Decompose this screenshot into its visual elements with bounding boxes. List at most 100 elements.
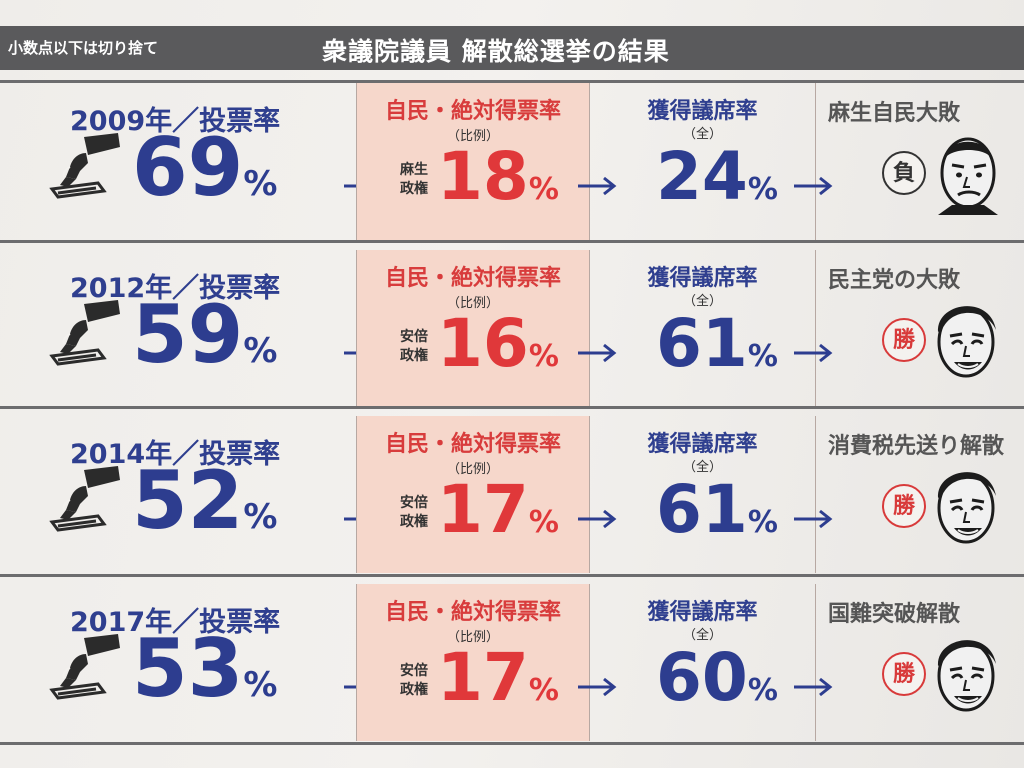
all-seats-note: （全） [682,294,722,309]
ballot-hand-icon [49,634,120,700]
row-divider [0,80,1024,83]
ldp-rate-value: 17% [437,472,559,561]
win-stamp-icon: 勝 [882,318,926,362]
election-row-2012: 2012年／投票率 59% 自民・絶対得票率 （比例） 安倍 政権 16% 獲得議… [0,250,1024,407]
ldp-rate-number: 16 [437,305,529,382]
seat-rate-label: 獲得議席率 [647,600,758,625]
result-cell: 消費税先送り解散 勝 [816,416,1024,573]
aso-face-icon [938,137,998,215]
administration-label: 安倍 政権 [397,662,431,700]
ldp-rate-number: 17 [437,639,529,716]
rounding-note: 小数点以下は切り捨て [8,39,159,57]
percent-sign: % [528,172,559,207]
turnout-value: 69% [132,123,277,229]
win-stamp-icon: 勝 [882,652,926,696]
percent-sign: % [243,497,278,537]
admin-suffix: 政権 [400,348,428,364]
turnout-label: 2014年／投票率 [70,439,281,470]
percent-sign: % [747,172,778,207]
seat-rate-value: 61% [656,472,778,561]
seat-rate-label: 獲得議席率 [647,432,758,457]
seat-rate-number: 61 [656,471,748,548]
result-cell: 民主党の大敗 勝 [816,250,1024,407]
turnout-number: 59 [132,288,244,381]
election-row-2014: 2014年／投票率 52% 自民・絶対得票率 （比例） 安倍 政権 17% 獲得議… [0,416,1024,573]
proportional-note: （比例） [446,129,499,144]
admin-name: 麻生 [400,162,428,178]
admin-suffix: 政権 [400,514,428,530]
lose-stamp-icon: 負 [882,151,926,195]
result-cell: 麻生自民大敗 負 [816,83,1024,240]
result-label: 麻生自民大敗 [828,101,961,126]
abe-face-icon [937,640,996,712]
admin-suffix: 政権 [400,181,428,197]
ldp-rate-value: 17% [437,640,559,729]
page-title: 衆議院議員 解散総選挙の結果 [322,37,670,66]
turnout-value: 59% [132,290,277,396]
percent-sign: % [243,164,278,204]
win-stamp-icon: 勝 [882,484,926,528]
proportional-note: （比例） [446,462,499,477]
turnout-number: 69 [132,121,244,214]
seat-rate-cell: 獲得議席率 （全） 61% [578,416,833,573]
administration-label: 安倍 政権 [397,494,431,532]
all-seats-note: （全） [682,127,722,142]
turnout-cell: 2009年／投票率 69% [0,83,383,240]
admin-name: 安倍 [400,329,428,345]
ldp-rate-label: 自民・絶対得票率 [384,432,561,457]
turnout-label: 2017年／投票率 [70,607,281,638]
percent-sign: % [528,505,559,540]
percent-sign: % [747,505,778,540]
seat-rate-cell: 獲得議席率 （全） 60% [578,584,833,741]
seat-rate-number: 24 [656,138,748,215]
turnout-label: 2012年／投票率 [70,273,281,304]
ldp-absolute-vote-cell: 自民・絶対得票率 （比例） 安倍 政権 17% [356,584,590,741]
percent-sign: % [747,673,778,708]
seat-rate-value: 60% [656,640,778,729]
arrow-right-icon [794,343,833,363]
result-label: 国難突破解散 [828,602,961,627]
percent-sign: % [747,339,778,374]
ldp-absolute-vote-cell: 自民・絶対得票率 （比例） 麻生政権 18% [356,83,590,240]
proportional-note: （比例） [446,630,499,645]
seat-rate-label: 獲得議席率 [647,266,758,291]
seat-rate-number: 60 [656,639,748,716]
result-cell: 国難突破解散 勝 [816,584,1024,741]
election-row-2017: 2017年／投票率 53% 自民・絶対得票率 （比例） 安倍 政権 17% 獲得議… [0,584,1024,741]
header-bar: 小数点以下は切り捨て 衆議院議員 解散総選挙の結果 [0,26,1024,70]
percent-sign: % [243,331,278,371]
turnout-number: 52 [132,454,244,547]
administration-label: 安倍 政権 [397,328,431,366]
election-row-2009: 2009年／投票率 69% 自民・絶対得票率 （比例） 麻生 政権 18% 獲得議… [0,83,1024,240]
arrow-right-icon [578,509,617,529]
ballot-hand-icon [49,466,120,532]
percent-sign: % [528,339,559,374]
row-divider [0,406,1024,409]
all-seats-note: （全） [682,460,722,475]
abe-face-icon [937,472,996,544]
percent-sign: % [243,665,278,705]
turnout-value: 52% [132,456,277,562]
percent-sign: % [528,673,559,708]
turnout-cell: 2014年／投票率 52% [0,416,383,573]
arrow-right-icon [794,677,833,697]
turnout-label: 2009年／投票率 [70,106,281,137]
ldp-rate-label: 自民・絶対得票率 [384,99,561,124]
seat-rate-number: 61 [656,305,748,382]
abe-face-icon [937,306,996,378]
ldp-rate-number: 18 [437,138,529,215]
turnout-cell: 2017年／投票率 53% [0,584,383,741]
arrow-right-icon [794,176,833,196]
seat-rate-value: 61% [656,306,778,395]
ballot-hand-icon [49,300,120,366]
row-divider [0,574,1024,577]
row-divider [0,240,1024,243]
ldp-absolute-vote-cell: 自民・絶対得票率 （比例） 安倍 政権 16% [356,250,590,407]
all-seats-note: （全） [682,628,722,643]
seat-rate-value: 24% [656,139,778,228]
ldp-rate-value: 18% [437,139,559,228]
seat-rate-cell: 獲得議席率 （全） 61% [578,250,833,407]
turnout-number: 53 [132,622,244,715]
result-label: 消費税先送り解散 [828,434,1005,459]
